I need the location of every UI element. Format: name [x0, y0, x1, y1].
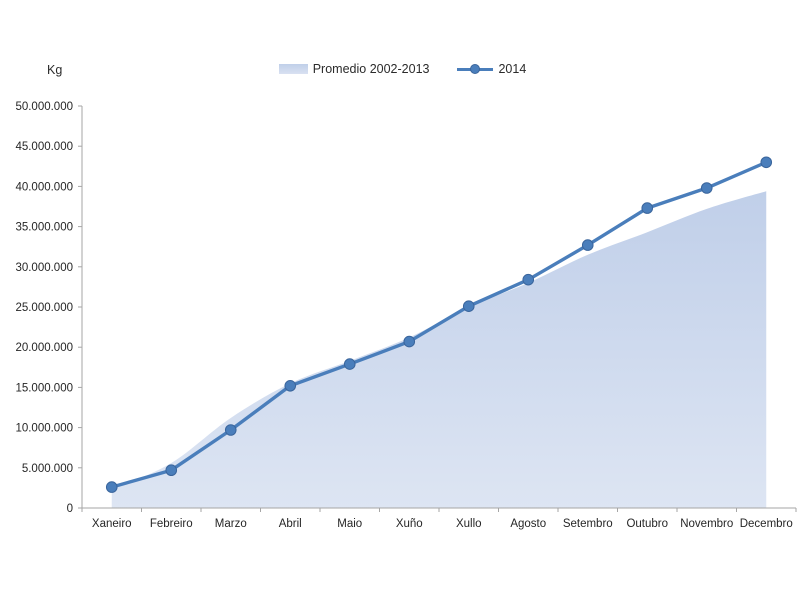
data-point-marker	[760, 156, 773, 169]
x-tick-label: Maio	[337, 518, 362, 530]
legend-label-2014: 2014	[498, 62, 527, 76]
legend-label-promedio: Promedio 2002-2013	[312, 62, 430, 76]
x-tick-label: Agosto	[510, 518, 546, 530]
y-tick-label: 30.000.000	[15, 262, 73, 274]
x-tick-label: Xaneiro	[92, 518, 132, 530]
series-line-2014	[110, 160, 768, 489]
x-tick-label: Xullo	[456, 518, 482, 530]
data-point-marker	[700, 182, 713, 194]
x-tick-label: Febreiro	[150, 518, 193, 530]
y-tick-label: 35.000.000	[15, 222, 73, 234]
y-tick-label: 15.000.000	[15, 382, 73, 394]
legend: Promedio 2002-2013 2014	[0, 62, 805, 76]
data-point-marker	[462, 300, 475, 312]
data-point-marker	[284, 379, 297, 392]
y-tick-label: 20.000.000	[15, 342, 73, 354]
y-tick-label: 5.000.000	[22, 463, 73, 475]
data-point-marker	[165, 464, 178, 477]
line-marker-swatch-icon	[457, 63, 494, 75]
data-point-marker	[522, 273, 535, 286]
x-tick-label: Outubro	[626, 518, 668, 530]
x-tick-label: Xuño	[396, 518, 423, 530]
y-tick-label: 10.000.000	[15, 423, 73, 435]
y-tick-label: 50.000.000	[15, 101, 73, 113]
area-swatch-icon	[278, 64, 308, 74]
x-tick-label: Setembro	[563, 518, 613, 530]
data-point-marker	[105, 481, 118, 493]
data-point-marker	[343, 358, 356, 370]
y-tick-label: 40.000.000	[15, 181, 73, 193]
x-tick-label: Marzo	[215, 518, 247, 530]
y-tick-label: 25.000.000	[15, 302, 73, 314]
y-axis-unit-label: Kg	[47, 63, 63, 77]
y-tick-label: 45.000.000	[15, 141, 73, 153]
x-tick-label: Decembro	[740, 518, 793, 530]
series-area-promedio	[111, 191, 767, 508]
x-tick-label: Novembro	[680, 518, 733, 530]
data-point-marker	[403, 335, 416, 348]
x-tick-label: Abril	[279, 518, 302, 530]
data-point-marker	[224, 424, 237, 436]
legend-item-2014: 2014	[457, 62, 526, 76]
data-point-marker	[581, 239, 594, 251]
data-point-marker	[641, 202, 654, 214]
y-tick-label: 0	[67, 503, 73, 515]
legend-item-promedio: Promedio 2002-2013	[278, 62, 430, 76]
